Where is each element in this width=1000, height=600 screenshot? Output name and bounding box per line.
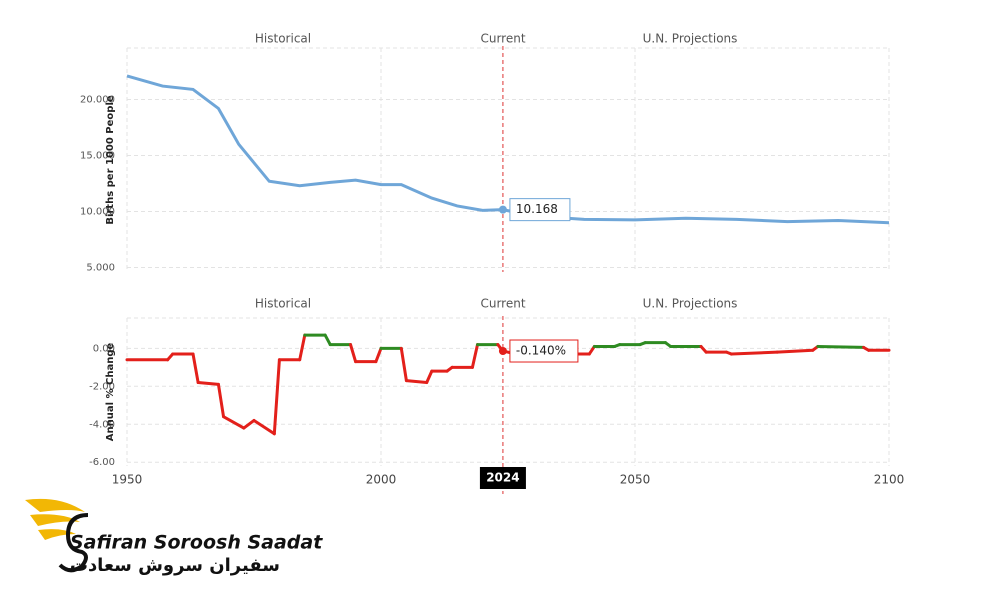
data-line-segment xyxy=(222,415,246,430)
data-line-segment xyxy=(470,343,480,369)
y-tick-label: 5.000 xyxy=(86,263,115,274)
data-line xyxy=(126,74,890,225)
data-line-segment xyxy=(216,382,226,419)
data-line-segment xyxy=(252,418,276,436)
y-tick-label: -4.00 xyxy=(89,419,115,430)
data-line-segment xyxy=(374,346,383,364)
logo-name-fa: سفیران سروش سعادت xyxy=(70,555,280,576)
data-line-segment xyxy=(349,343,358,364)
current-x-box xyxy=(479,467,526,489)
x-tick-label: 1950 xyxy=(112,473,143,487)
current-x-label: 2024 xyxy=(486,471,519,485)
section-label: Historical xyxy=(255,297,311,311)
y-axis-title: Annual % Change xyxy=(105,343,116,442)
data-line-segment xyxy=(730,350,779,356)
section-label: Current xyxy=(480,297,525,311)
data-line-segment xyxy=(191,352,200,385)
data-line-segment xyxy=(816,344,866,349)
tooltip-box xyxy=(509,339,579,363)
x-tick-label: 2100 xyxy=(874,473,905,487)
logo: Safiran Soroosh Saadat سفیران سروش سعادت xyxy=(25,498,323,576)
logo-wing xyxy=(25,498,85,512)
logo-wing xyxy=(30,514,80,526)
y-tick-label: 15.000 xyxy=(80,151,115,162)
y-tick-label: -2.00 xyxy=(89,381,115,392)
x-tick-label: 2000 xyxy=(366,473,397,487)
y-tick-label: 0.00 xyxy=(93,343,115,354)
data-line-segment xyxy=(399,346,408,383)
y-tick-label: -6.00 xyxy=(89,457,115,468)
logo-name: Safiran Soroosh Saadat xyxy=(70,532,323,554)
section-label: U.N. Projections xyxy=(643,297,738,311)
section-label: Historical xyxy=(255,32,311,46)
data-line-segment xyxy=(425,369,434,385)
data-line-segment xyxy=(242,418,256,430)
tooltip-box xyxy=(509,198,571,222)
data-line-segment xyxy=(587,344,596,356)
x-tick-label: 2050 xyxy=(620,473,651,487)
logo-s xyxy=(58,513,89,573)
tooltip-label: 10.168 xyxy=(516,202,558,216)
highlight-point xyxy=(498,347,507,356)
y-axis-title: Births per 1000 People xyxy=(105,95,116,225)
data-line-segment xyxy=(272,358,281,436)
data-line-segment xyxy=(323,333,332,347)
highlight-point xyxy=(498,205,507,214)
y-tick-label: 10.000 xyxy=(80,207,115,218)
tooltip-label: -0.140% xyxy=(516,344,566,358)
section-label: Current xyxy=(480,32,525,46)
data-line-segment xyxy=(196,381,220,386)
data-line-segment xyxy=(298,333,307,362)
y-tick-label: 20.000 xyxy=(80,95,115,106)
data-line-segment xyxy=(775,348,815,354)
section-label: U.N. Projections xyxy=(643,32,738,46)
data-line-segment xyxy=(404,379,429,385)
